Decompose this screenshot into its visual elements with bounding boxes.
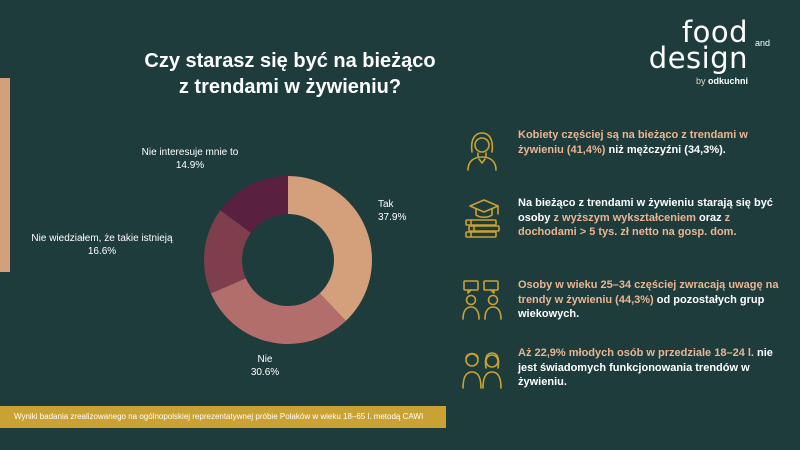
left-accent-bar xyxy=(0,78,10,272)
logo-word-design: design xyxy=(648,41,748,75)
woman-icon xyxy=(467,132,497,171)
slice-label-0: Tak xyxy=(378,199,395,210)
fact-age-25-34-text: Osoby w wieku 25–34 częściej zwracają uw… xyxy=(518,278,788,322)
fact-education-part-4: z dochodami > 5 tys. zł netto na gosp. d… xyxy=(518,211,737,239)
fact-age-25-34-part-1: Osoby w wieku 25–34 częściej zwracają uw… xyxy=(518,279,779,306)
slice-label-2: Nie wiedziałem, że takie istnieją xyxy=(31,233,173,244)
fact-education-text: Na bieżąco z trendami w żywieniu starają… xyxy=(518,196,788,240)
footer-note: Wyniki badania zrealizowanego na ogólnop… xyxy=(0,406,446,428)
title-line-1: Czy starasz się być na bieżąco xyxy=(144,50,436,72)
fact-age-18-24-part-1: Aż 22,9% młodych osób w przedziale 18–24… xyxy=(518,347,758,359)
slice-label-3: Nie interesuje mnie to xyxy=(142,147,239,158)
donut-slice-2 xyxy=(204,210,251,294)
donut-slice-3 xyxy=(220,176,288,233)
logo-brand: odkuchni xyxy=(708,76,748,86)
slice-value-3: 14.9% xyxy=(176,160,204,171)
people-chat-icon xyxy=(462,280,502,320)
fact-education-part-1: Na bieżąco z trendami w żywieniu starają… xyxy=(518,197,773,224)
fact-age-18-24-part-2: nie jest świadomych funkcjonowania trend… xyxy=(518,347,773,388)
fact-age-25-34-part-2: od pozostałych grup wiekowych. xyxy=(518,293,765,321)
fact-women-text: Kobiety częściej są na bieżąco z trendam… xyxy=(518,128,788,157)
slice-label-1: Nie xyxy=(257,354,272,365)
title-line-2: z trendami w żywieniu? xyxy=(178,76,402,98)
logo-by: by xyxy=(695,76,706,86)
fact-education-part-2: z wyższym wykształceniem xyxy=(553,211,699,224)
brand-logo: food and design by odkuchni xyxy=(649,15,774,87)
donut-slice-0 xyxy=(288,176,372,321)
fact-age-18-24-text: Aż 22,9% młodych osób w przedziale 18–24… xyxy=(518,346,788,390)
logo-word-food: food xyxy=(681,15,748,49)
fact-education-part-3: oraz xyxy=(698,211,725,224)
donut-slice-1 xyxy=(210,278,346,344)
fact-women-part-1: Kobiety częściej są na bieżąco z trendam… xyxy=(518,129,748,156)
slice-value-1: 30.6% xyxy=(251,367,279,378)
page-title: Czy starasz się być na bieżąco z trendam… xyxy=(120,48,460,100)
logo-word-and: and xyxy=(754,38,770,48)
fact-women-part-2: niż mężczyźni (34,3%). xyxy=(608,143,726,156)
slice-value-0: 37.9% xyxy=(378,212,406,223)
graduation-books-icon xyxy=(465,199,500,238)
logo-byline: by odkuchni xyxy=(696,76,748,86)
slice-value-2: 16.6% xyxy=(88,246,116,257)
young-people-icon xyxy=(462,352,502,389)
